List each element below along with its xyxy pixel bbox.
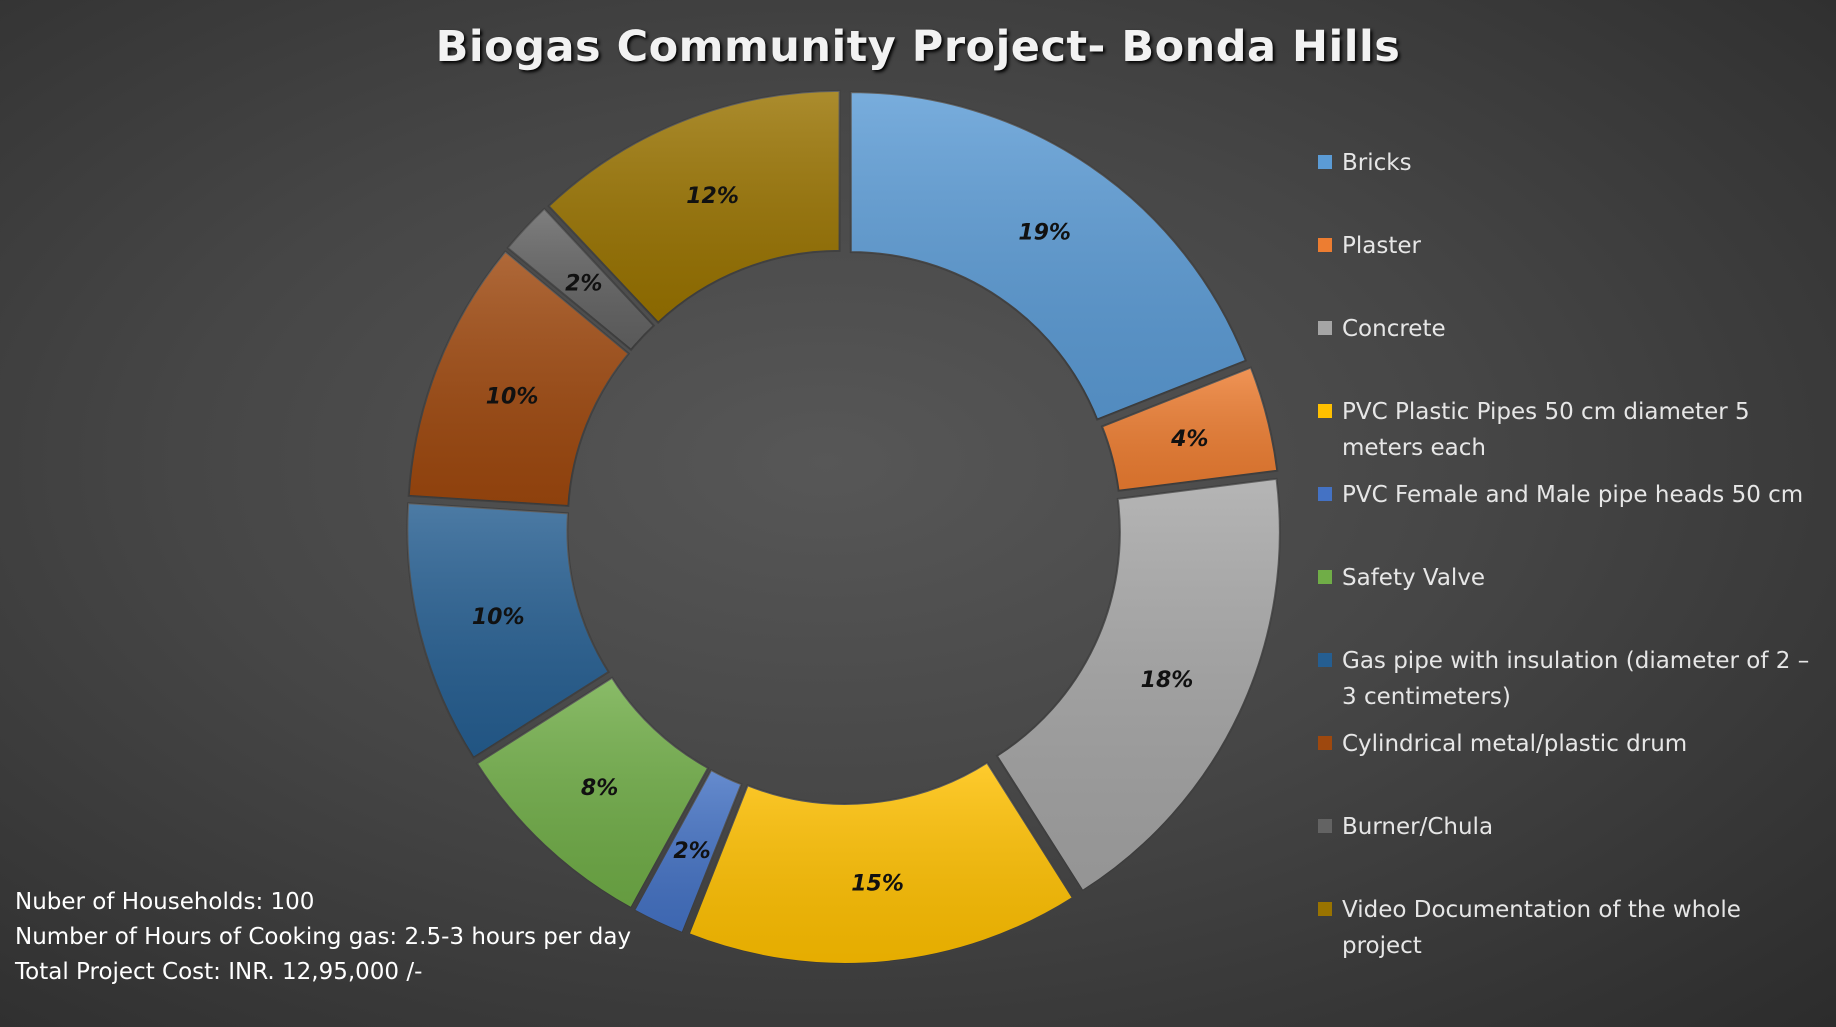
- slice-cylindrical-metal-plastic-drum: [407, 250, 631, 508]
- legend-swatch: [1318, 570, 1332, 584]
- slice-shading: [850, 92, 1246, 420]
- legend-swatch: [1318, 653, 1332, 667]
- legend-label: Burner/Chula: [1342, 814, 1494, 840]
- data-label-video-documentation-of-the-whole-project: 12%: [686, 184, 739, 209]
- legend-label: Bricks: [1342, 150, 1412, 176]
- doughnut-slices: [406, 89, 1281, 965]
- slice-shading: [408, 251, 629, 506]
- slice-burner-chula: [506, 207, 656, 352]
- slice-shading: [1102, 367, 1278, 491]
- data-label-concrete: 18%: [1141, 668, 1194, 693]
- legend-label: Plaster: [1342, 233, 1421, 259]
- data-label-safety-valve: 8%: [581, 776, 618, 801]
- data-label-pvc-plastic-pipes-50-cm-diameter-5-meters-each: 15%: [851, 871, 904, 896]
- legend-label: PVC Female and Male pipe heads 50 cm: [1342, 482, 1804, 508]
- legend-swatch: [1318, 155, 1332, 169]
- legend-swatch: [1318, 321, 1332, 335]
- slice-gas-pipe-with-insulation-diameter-of-2-3-centimeters: [406, 502, 611, 760]
- project-notes: Nuber of Households: 100 Number of Hours…: [15, 885, 631, 990]
- slice-shading: [996, 478, 1280, 891]
- data-label-burner-chula: 2%: [565, 272, 602, 297]
- legend-label: Concrete: [1342, 316, 1446, 342]
- legend-swatch: [1318, 902, 1332, 916]
- legend-label: Safety Valve: [1342, 565, 1486, 591]
- legend-label: Video Documentation of the whole project: [1342, 897, 1741, 959]
- slice-pvc-plastic-pipes-50-cm-diameter-5-meters-each: [687, 761, 1075, 965]
- data-label-bricks: 19%: [1018, 221, 1071, 246]
- slice-video-documentation-of-the-whole-project: [547, 89, 841, 325]
- data-label-pvc-female-and-male-pipe-heads-50-cm: 2%: [673, 839, 710, 864]
- slice-shading: [507, 208, 654, 350]
- slice-shading: [548, 90, 840, 323]
- slice-shading: [688, 762, 1073, 964]
- slice-shading: [634, 770, 742, 934]
- slice-bricks: [849, 91, 1248, 421]
- slice-pvc-female-and-male-pipe-heads-50-cm: [632, 768, 743, 935]
- legend-swatch: [1318, 819, 1332, 833]
- data-labels: 19% 4% 18% 15% 2% 8% 10% 10% 2% 12%: [472, 184, 1209, 896]
- chart-legend: Bricks Plaster Concrete PVC Plastic Pipes 5…: [1318, 0, 1828, 1027]
- legend-swatch: [1318, 487, 1332, 501]
- data-label-gas-pipe-with-insulation-diameter-of-2-3-centimeters: 10%: [472, 605, 525, 630]
- legend-label: PVC Plastic Pipes 50 cm diameter 5 meter…: [1342, 399, 1750, 461]
- legend-label: Gas pipe with insulation (diameter of 2 …: [1342, 648, 1810, 710]
- data-label-cylindrical-metal-plastic-drum: 10%: [486, 385, 539, 410]
- slice-concrete: [995, 477, 1281, 893]
- data-label-plaster: 4%: [1170, 427, 1208, 452]
- slice-plaster: [1100, 366, 1279, 492]
- legend-swatch: [1318, 238, 1332, 252]
- chart-title: Biogas Community Project- Bonda Hills: [435, 22, 1401, 72]
- slice-shading: [476, 677, 709, 909]
- cooking-hours-note: Number of Hours of Cooking gas: 2.5-3 ho…: [15, 924, 632, 950]
- households-note: Nuber of Households: 100: [15, 889, 315, 915]
- total-cost-note: Total Project Cost: INR. 12,95,000 /-: [15, 959, 423, 985]
- slice-safety-valve: [475, 676, 710, 910]
- legend-swatch: [1318, 736, 1332, 750]
- legend-label: Cylindrical metal/plastic drum: [1342, 731, 1688, 757]
- legend-swatch: [1318, 404, 1332, 418]
- slice-shading: [407, 503, 609, 758]
